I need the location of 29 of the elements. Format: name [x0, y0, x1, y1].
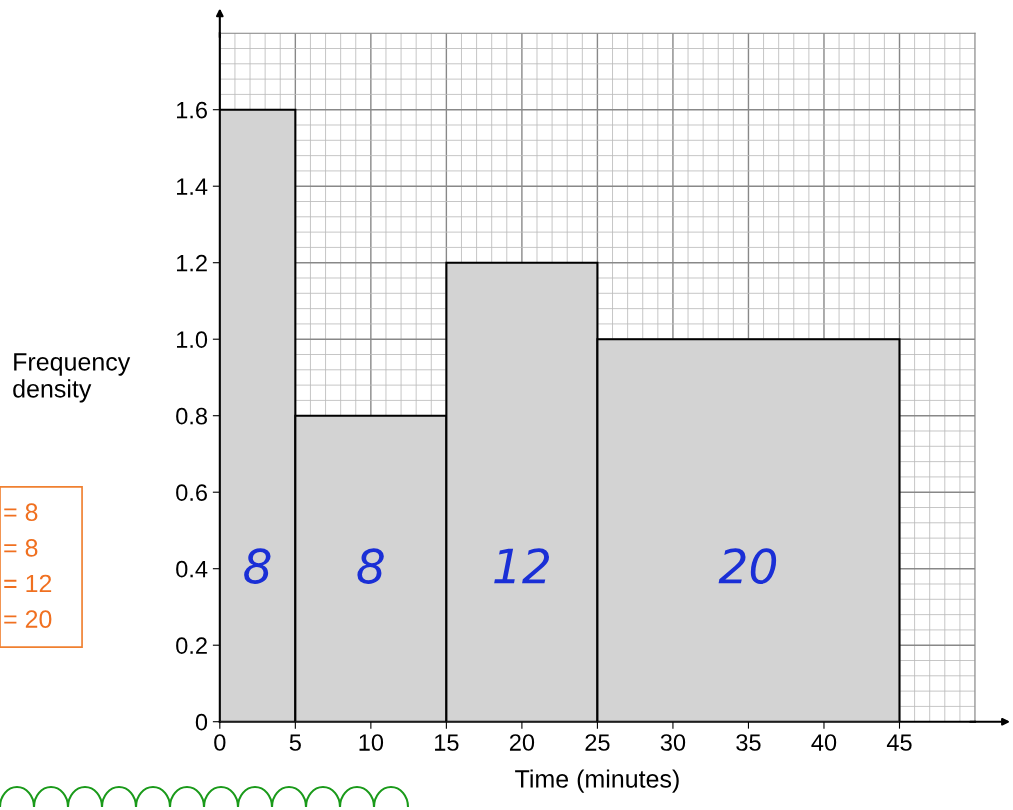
y-axis-title: Frequency density — [13, 353, 131, 403]
x-tick-label: 35 — [736, 734, 761, 751]
x-axis-title: Time (minutes) — [515, 769, 679, 793]
x-tick-label: 25 — [585, 734, 610, 751]
y-tick-label: 0.6 — [176, 484, 207, 501]
x-tick-label: 10 — [359, 734, 384, 751]
y-tick-label: 1.0 — [177, 331, 208, 348]
annotation: 20 — [718, 548, 777, 584]
text: = 20 — [4, 610, 52, 628]
y-tick-label: 1.6 — [177, 101, 207, 119]
y-tick-label: 0.2 — [176, 637, 207, 654]
y-tick-label: 1.4 — [177, 178, 208, 195]
x-tick-label: 5 — [289, 734, 301, 751]
x-tick-label: 40 — [811, 734, 837, 751]
x-tick-label: 30 — [660, 734, 686, 751]
text: = 12 — [4, 574, 52, 593]
text: = 8 — [4, 503, 38, 522]
y-tick-label: 1.2 — [177, 254, 207, 272]
x-tick-label: 20 — [509, 734, 535, 751]
y-tick-label: 0.8 — [176, 407, 207, 425]
text: = 8 — [4, 539, 38, 557]
x-tick-label: 45 — [886, 734, 912, 751]
x-tick-label: 0 — [214, 734, 226, 751]
annotation: 8 — [244, 548, 271, 584]
x-tick-label: 15 — [435, 734, 459, 751]
y-tick-label: 0 — [195, 713, 208, 731]
annotation: 8 — [357, 548, 384, 584]
y-tick-label: 0.4 — [176, 560, 208, 578]
annotation: 12 — [494, 548, 550, 584]
